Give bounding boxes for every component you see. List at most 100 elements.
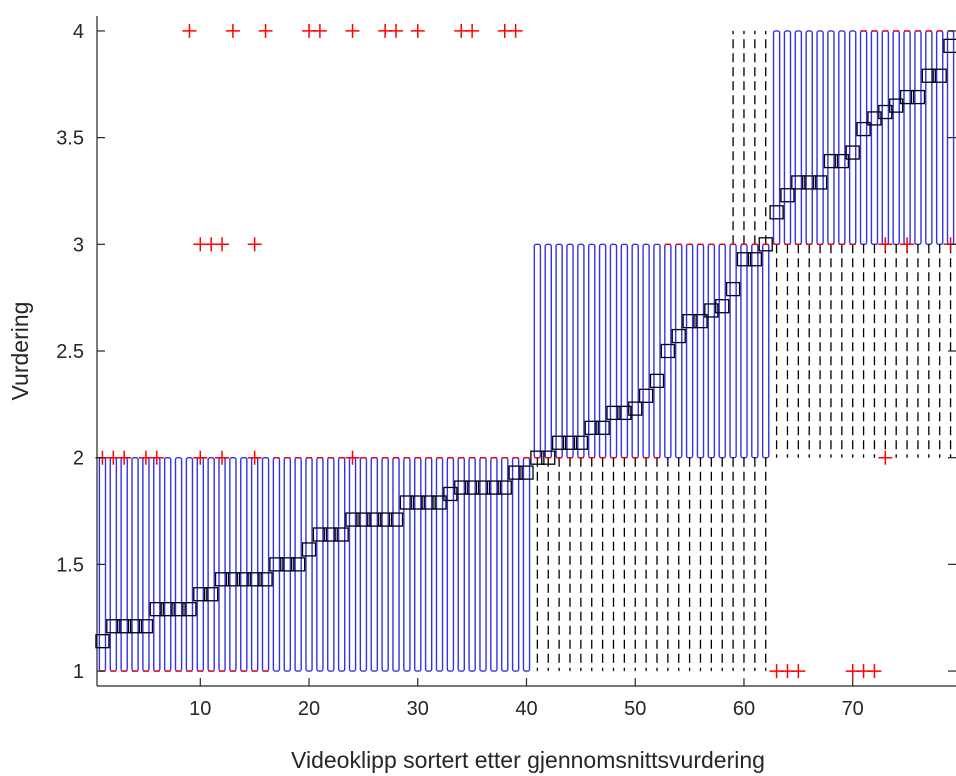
box [935,30,944,246]
outlier-marker [410,23,425,38]
box [870,30,879,246]
box [653,243,661,459]
outlier-marker [465,23,480,38]
mean-marker [943,38,956,54]
box [609,243,618,459]
box [283,456,292,672]
y-tick-label: 1 [73,661,84,683]
box [359,456,368,672]
box [925,30,933,246]
box [914,30,922,246]
mean-marker [758,237,773,252]
mean-marker [541,450,556,465]
box [707,243,716,459]
box [664,243,672,459]
box [207,456,215,672]
box [631,243,639,459]
box [740,243,748,459]
mean-marker [780,188,795,203]
mean-marker [812,175,828,190]
box [446,456,455,672]
mean-marker [160,602,175,617]
mean-marker [454,480,469,495]
box [881,30,890,246]
mean-marker [530,450,545,465]
box [229,456,237,672]
mean-marker [138,619,154,634]
box [587,243,596,459]
x-tick-label: 10 [189,698,211,720]
mean-marker [747,252,762,267]
outlier-marker [878,450,893,465]
outlier-marker [312,23,327,38]
box [490,456,498,672]
mean-marker [791,175,806,190]
box [751,243,759,459]
box [327,456,335,672]
outliers-layer [95,23,956,679]
box [370,456,379,672]
y-axis-ticks: 1 1.5 2 2.5 3 3.5 4 [56,21,956,683]
box [566,243,574,459]
mean-marker [377,512,393,527]
mean-marker [171,602,186,617]
outlier-marker [225,23,240,38]
mean-marker [106,619,121,634]
mean-marker [334,527,349,542]
mean-marker [595,420,610,435]
mean-marker [236,572,251,587]
mean-marker [421,495,436,510]
box [533,243,542,459]
box [838,30,846,246]
box [761,243,770,459]
x-tick-label: 50 [624,698,646,720]
x-tick-label: 60 [733,698,755,720]
box [772,30,781,246]
box [261,456,270,672]
mean-marker [356,512,371,527]
box [501,456,509,672]
box [620,243,629,459]
box [305,456,313,672]
mean-marker [519,465,534,480]
outlier-marker [878,237,893,252]
mean-marker [95,634,110,649]
box [185,456,194,672]
mean-marker [367,512,382,527]
x-tick-label: 20 [298,698,320,720]
mean-marker [214,572,230,587]
mean-marker [932,68,947,83]
outlier-marker [900,237,915,252]
mean-marker [182,602,197,617]
box [424,456,433,672]
mean-marker [225,572,241,587]
y-tick-label: 2 [73,448,84,470]
whiskers-layer [536,30,952,672]
box [577,243,585,459]
box [196,456,205,672]
box [109,456,118,672]
outlier-marker [149,450,164,465]
mean-marker [475,480,491,495]
mean-marker [725,281,741,297]
box [120,456,128,672]
box [903,30,911,246]
mean-marker [682,313,697,329]
outlier-marker [215,450,230,465]
mean-marker [410,495,425,510]
mean-marker [856,121,871,137]
outlier-marker [345,450,360,465]
box [414,456,422,672]
box [131,456,139,672]
box [392,456,400,672]
mean-marker [802,175,817,190]
box [381,456,389,672]
mean-marker [291,557,306,572]
box [892,30,900,246]
box [827,30,835,246]
box [729,243,737,459]
y-axis-label: Vurdering [7,302,33,401]
box [457,456,466,672]
x-axis-ticks: 10 20 30 40 50 60 70 [189,678,864,720]
box [479,456,487,672]
